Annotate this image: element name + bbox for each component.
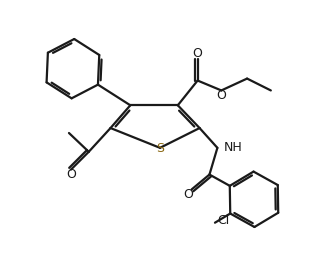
- Text: O: O: [193, 47, 203, 60]
- Text: O: O: [183, 188, 193, 201]
- Text: S: S: [156, 142, 164, 155]
- Text: O: O: [216, 89, 226, 102]
- Text: Cl: Cl: [217, 214, 229, 227]
- Text: NH: NH: [223, 141, 242, 154]
- Text: O: O: [66, 168, 76, 181]
